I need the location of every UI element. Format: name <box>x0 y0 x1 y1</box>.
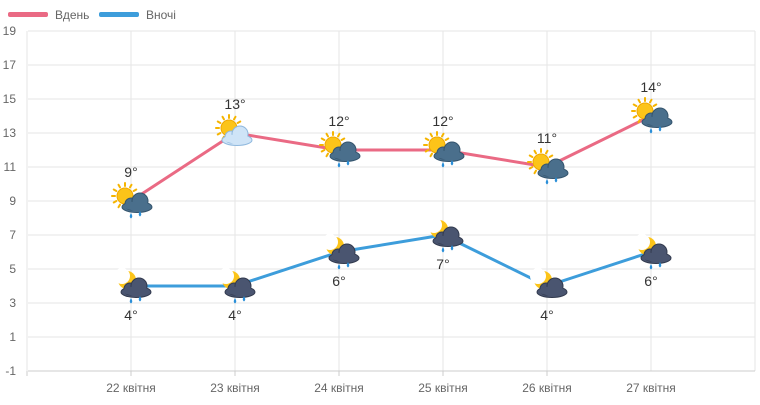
legend-swatch-day <box>8 12 48 17</box>
sun-cloud-rain-icon <box>631 97 673 134</box>
series-line-night <box>131 233 652 288</box>
data-label-day: 12° <box>328 113 349 129</box>
data-label-night: 6° <box>332 273 345 289</box>
x-tick-label: 25 квітня <box>418 381 468 395</box>
data-label-day: 9° <box>124 164 137 180</box>
data-label-day: 11° <box>537 130 557 146</box>
data-labels: 9° 13° 12° 12° 11° 14° 4° 4° 6° 7° 4° 6° <box>124 79 661 323</box>
y-tick-label: 1 <box>9 330 16 344</box>
legend: Вдень Вночі <box>8 8 176 22</box>
sun-cloud-rain-icon <box>527 148 569 185</box>
y-tick-label: 17 <box>3 58 17 72</box>
moon-cloud-rain-icon <box>114 268 152 304</box>
legend-item-night[interactable]: Вночі <box>99 8 176 22</box>
x-axis: 22 квітня 23 квітня 24 квітня 25 квітня 26 к… <box>26 370 755 395</box>
y-tick-label: 19 <box>3 24 17 38</box>
y-tick-label: 9 <box>9 194 16 208</box>
x-tick-label: 26 квітня <box>522 381 572 395</box>
data-label-night: 6° <box>644 273 657 289</box>
moon-cloud-rain-icon <box>634 234 672 270</box>
data-label-night: 4° <box>124 307 137 323</box>
y-tick-label: 7 <box>9 228 16 242</box>
weather-icons <box>111 97 673 304</box>
data-label-night: 4° <box>540 307 553 323</box>
sun-cloud-rain-icon <box>423 131 465 168</box>
data-label-day: 12° <box>432 113 453 129</box>
data-label-night: 4° <box>228 307 241 323</box>
y-tick-label: 5 <box>9 262 16 276</box>
x-tick-label: 27 квітня <box>626 381 676 395</box>
moon-cloud-rain-icon <box>426 217 464 253</box>
legend-label-day: Вдень <box>55 8 89 22</box>
x-tick-label: 22 квітня <box>106 381 156 395</box>
moon-cloud-rain-icon <box>218 268 256 304</box>
y-tick-label: 13 <box>3 126 17 140</box>
y-tick-label: -1 <box>5 364 16 378</box>
moon-cloud-icon <box>530 268 568 298</box>
x-tick-label: 23 квітня <box>210 381 260 395</box>
series-line-day <box>130 114 652 203</box>
sun-cloud-rain-icon <box>111 182 153 219</box>
data-label-night: 7° <box>436 256 449 272</box>
sun-cloud-icon <box>215 114 253 146</box>
y-tick-label: 3 <box>9 296 16 310</box>
x-tick-label: 24 квітня <box>314 381 364 395</box>
y-tick-label: 11 <box>4 160 17 174</box>
data-label-day: 14° <box>640 79 661 95</box>
legend-item-day[interactable]: Вдень <box>8 8 89 22</box>
y-tick-label: 15 <box>3 92 17 106</box>
legend-swatch-night <box>99 12 139 17</box>
moon-cloud-rain-icon <box>322 234 360 270</box>
series <box>130 114 652 288</box>
y-axis: 19 17 15 13 11 9 7 5 3 1 -1 <box>3 24 17 378</box>
legend-label-night: Вночі <box>146 8 176 22</box>
sun-cloud-rain-icon <box>319 131 361 168</box>
data-label-day: 13° <box>224 96 245 112</box>
